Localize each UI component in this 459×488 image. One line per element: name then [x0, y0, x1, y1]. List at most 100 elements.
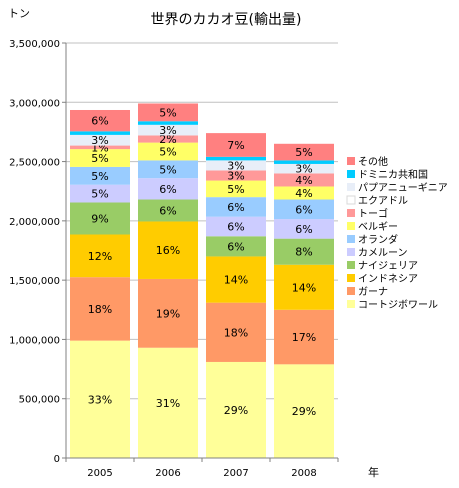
bar-segment — [206, 170, 266, 181]
legend-label: ドミニカ共和国 — [358, 169, 428, 181]
legend-item: ドミニカ共和国 — [347, 169, 428, 181]
bar-segment — [274, 173, 334, 187]
bar-segment — [206, 197, 266, 217]
legend-item: オランダ — [347, 233, 398, 246]
y-tick-label: 500,000 — [19, 395, 60, 406]
data-label: 5% — [159, 145, 176, 158]
bar-segment — [206, 180, 266, 198]
legend-label: カメルーン — [358, 247, 408, 259]
legend-item: インドネシア — [347, 273, 418, 285]
bar-segment — [274, 364, 334, 458]
legend-label: コートジボワール — [358, 299, 438, 311]
legend-label: その他 — [358, 155, 388, 168]
y-tick-label: 0 — [54, 454, 60, 465]
data-label: 16% — [156, 244, 180, 257]
data-label: 6% — [227, 220, 244, 233]
y-axis-label: トン — [8, 7, 30, 20]
bar-segment — [138, 347, 198, 458]
bar-segment — [70, 149, 130, 167]
bar-stacks: 33%18%12%9%5%5%5%1%3%6%31%19%16%6%6%5%5%… — [70, 103, 334, 458]
data-label: 29% — [292, 405, 316, 418]
bar-segment — [206, 361, 266, 458]
data-label: 14% — [292, 281, 316, 294]
bar-segment — [206, 216, 266, 237]
data-label: 5% — [91, 152, 108, 165]
legend-swatch — [347, 287, 355, 295]
data-label: 19% — [156, 307, 180, 320]
legend-item: エクアドル — [346, 195, 408, 207]
bar-segment — [274, 309, 334, 365]
legend-item: コートジボワール — [347, 299, 438, 311]
bar-segment — [274, 264, 334, 310]
legend-item: ベルギー — [347, 221, 398, 233]
data-label: 3% — [227, 159, 244, 172]
bar-segment — [206, 302, 266, 362]
x-tick-label: 2006 — [155, 468, 180, 479]
legend-swatch — [347, 183, 355, 191]
data-label: 5% — [159, 106, 176, 119]
bar-segment — [70, 277, 130, 341]
data-label: 6% — [295, 203, 312, 216]
bar-segment — [206, 160, 266, 171]
data-label: 3% — [159, 124, 176, 137]
legend-item: その他 — [347, 155, 388, 168]
data-label: 6% — [159, 204, 176, 217]
data-label: 12% — [88, 250, 112, 263]
data-label: 18% — [224, 326, 248, 339]
bar-segment — [138, 142, 198, 161]
bar-segment — [274, 199, 334, 220]
legend-label: トーゴ — [358, 207, 388, 220]
data-label: 18% — [88, 303, 112, 316]
bar-segment — [274, 186, 334, 200]
data-label: 5% — [295, 146, 312, 159]
data-label: 31% — [156, 397, 180, 410]
bar-segment — [138, 199, 198, 222]
data-label: 5% — [159, 163, 176, 176]
data-label: 6% — [159, 183, 176, 196]
bar-segment — [70, 234, 130, 278]
data-label: 5% — [227, 183, 244, 196]
bar-segment — [70, 202, 130, 235]
data-label: 6% — [227, 201, 244, 214]
bar-segment — [138, 278, 198, 348]
data-label: 4% — [295, 174, 312, 187]
bar-segment — [274, 160, 334, 164]
legend-swatch — [347, 157, 355, 165]
x-axis-label: 年 — [368, 465, 379, 479]
data-label: 8% — [295, 246, 312, 259]
legend-swatch — [347, 170, 355, 178]
bar-segment — [206, 133, 266, 157]
legend-swatch — [347, 209, 355, 217]
data-label: 14% — [224, 274, 248, 287]
legend-label: ガーナ — [358, 286, 388, 298]
legend-item: パプアニューギニア — [347, 182, 448, 194]
legend-label: パプアニューギニア — [358, 182, 448, 194]
legend-swatch — [347, 274, 355, 282]
bar-segment — [70, 184, 130, 203]
data-label: 29% — [224, 404, 248, 417]
x-tick-label: 2007 — [223, 468, 248, 479]
y-tick-label: 2,000,000 — [9, 217, 60, 228]
bar-segment — [274, 163, 334, 174]
data-label: 6% — [295, 223, 312, 236]
data-label: 6% — [227, 240, 244, 253]
data-label: 5% — [91, 170, 108, 183]
legend-item: ガーナ — [347, 286, 388, 298]
legend-swatch — [347, 222, 355, 230]
data-label: 17% — [292, 331, 316, 344]
legend-item: カメルーン — [347, 247, 408, 259]
bar-segment — [138, 103, 198, 122]
bar-segment — [206, 256, 266, 303]
y-tick-label: 1,000,000 — [9, 335, 60, 346]
chart-title: 世界のカカオ豆(輸出量) — [151, 12, 302, 28]
bar-segment — [138, 221, 198, 279]
data-label: 7% — [227, 139, 244, 152]
legend-label: エクアドル — [358, 195, 408, 207]
bar-segment — [274, 238, 334, 265]
data-label: 2% — [159, 133, 176, 146]
bar-segment — [206, 236, 266, 257]
legend-swatch — [346, 195, 356, 205]
bar-segment — [138, 135, 198, 143]
